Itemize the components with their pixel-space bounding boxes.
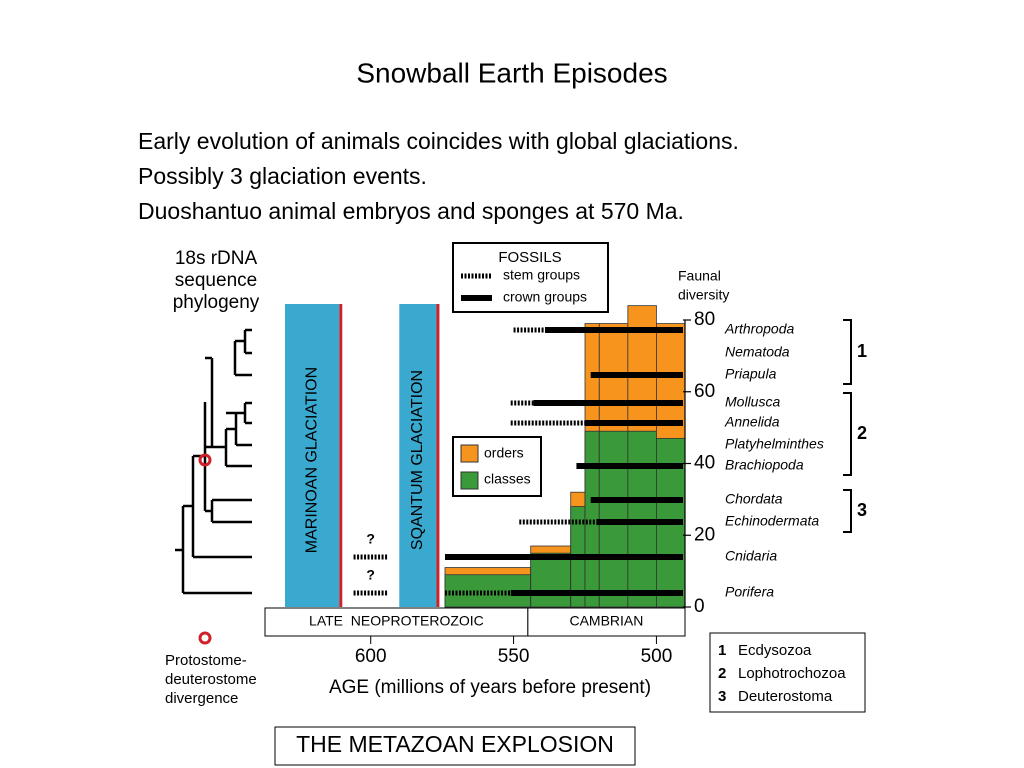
legend-swatch — [460, 471, 479, 490]
uncertain-label: ? — [366, 567, 375, 583]
caption: THE METAZOAN EXPLOSION — [296, 731, 614, 757]
taxon-label: Chordata — [725, 491, 783, 507]
taxon-label: Annelida — [724, 414, 780, 430]
divergence-label: Protostome- — [165, 652, 247, 669]
taxon-label: Brachiopoda — [725, 457, 804, 473]
divergence-marker — [198, 631, 212, 645]
era-box — [527, 607, 686, 637]
legend-text: classes — [484, 471, 531, 487]
era-label: CAMBRIAN — [569, 613, 643, 629]
clade-legend-name: Ecdysozoa — [738, 642, 812, 659]
glaciation-band — [285, 304, 340, 607]
clade-legend-name: Lophotrochozoa — [738, 665, 846, 682]
clade-legend-number: 2 — [718, 665, 726, 682]
taxon-label: Echinodermata — [725, 513, 819, 529]
glaciation-label: SQANTUM GLACIATION — [409, 370, 426, 550]
clade-bracket — [843, 392, 852, 476]
glaciation-label: MARINOAN GLACIATION — [303, 367, 320, 553]
x-tick-label: 600 — [355, 646, 387, 667]
divergence-label: divergence — [165, 690, 238, 707]
y-tick-label: 0 — [694, 596, 705, 617]
taxon-label: Mollusca — [725, 394, 780, 410]
phylogeny-label: 18s rDNA — [175, 248, 258, 269]
bullet: Duoshantuo animal embryos and sponges at… — [138, 198, 684, 224]
legend-text: crown groups — [503, 289, 587, 305]
legend-text: stem groups — [503, 267, 580, 283]
phylogeny-label: phylogeny — [173, 292, 260, 313]
clade-number: 2 — [857, 423, 867, 443]
legend-text: orders — [484, 445, 524, 461]
legend-swatch — [460, 444, 479, 463]
era-box — [264, 607, 529, 637]
taxon-label: Nematoda — [725, 344, 790, 360]
x-axis-title: AGE (millions of years before present) — [329, 677, 651, 698]
divergence-label: deuterostome — [165, 671, 257, 688]
caption-box — [274, 726, 636, 766]
axis-title: diversity — [678, 287, 729, 303]
taxon-label: Platyhelminthes — [725, 436, 824, 452]
clade-number: 1 — [857, 341, 867, 361]
taxon-label: Cnidaria — [725, 548, 777, 564]
slide-title: Snowball Earth Episodes — [356, 57, 667, 88]
taxon-label: Priapula — [725, 366, 777, 382]
clade-bracket — [843, 489, 852, 533]
axis-title: Faunal — [678, 268, 721, 284]
clade-bracket — [843, 319, 852, 385]
glaciation-band — [399, 304, 437, 607]
legend-title: FOSSILS — [498, 249, 561, 266]
bullet: Possibly 3 glaciation events. — [138, 163, 427, 189]
divergence-node — [198, 453, 212, 467]
y-tick-label: 20 — [694, 524, 715, 545]
taxon-label: Porifera — [725, 584, 774, 600]
uncertain-label: ? — [366, 531, 375, 547]
classes-bar — [530, 552, 572, 608]
y-tick-label: 60 — [694, 381, 715, 402]
phylogeny-label: sequence — [175, 270, 257, 291]
y-tick-label: 40 — [694, 453, 715, 474]
taxon-label: Arthropoda — [724, 321, 794, 337]
x-tick-label: 550 — [498, 646, 530, 667]
clade-legend-name: Deuterostoma — [738, 688, 833, 705]
clade-legend-number: 3 — [718, 688, 726, 705]
bullet: Early evolution of animals coincides wit… — [138, 128, 739, 154]
clade-legend-number: 1 — [718, 642, 726, 659]
x-tick-label: 500 — [641, 646, 673, 667]
clade-number: 3 — [857, 500, 867, 520]
clade-legend — [709, 632, 866, 713]
y-tick-label: 80 — [694, 309, 715, 330]
era-label: LATE NEOPROTEROZOIC — [309, 613, 484, 629]
